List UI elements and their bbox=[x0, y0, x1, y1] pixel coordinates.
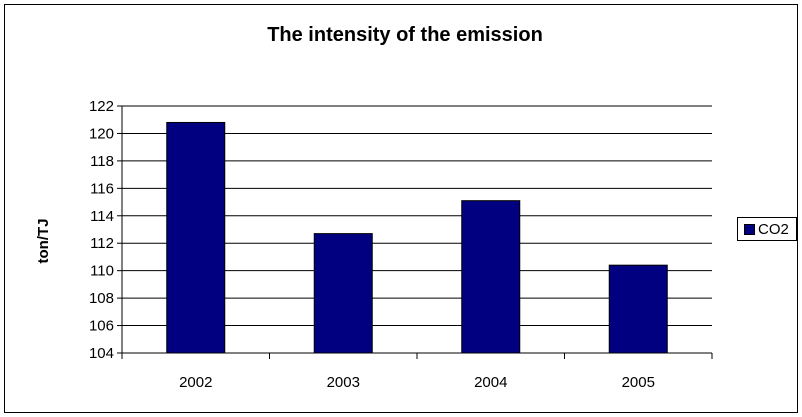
x-tick-label: 2004 bbox=[474, 374, 507, 391]
chart-title: The intensity of the emission bbox=[267, 24, 543, 46]
x-tick-label: 2002 bbox=[179, 374, 212, 391]
y-tick-label: 106 bbox=[89, 318, 114, 335]
legend: CO2 bbox=[737, 217, 797, 241]
y-tick-label: 104 bbox=[89, 345, 114, 362]
x-tick-label: 2003 bbox=[327, 374, 360, 391]
bar-2002 bbox=[166, 121, 226, 354]
y-tick-label: 122 bbox=[89, 98, 114, 115]
y-tick-label: 118 bbox=[90, 153, 114, 170]
tick-labels: 104 106 108 110 112 114 116 118 120 122 2002 2003 20… bbox=[89, 98, 655, 391]
y-tick-label: 120 bbox=[89, 125, 114, 142]
x-tick-label: 2005 bbox=[622, 374, 655, 391]
bar-2003 bbox=[313, 233, 373, 354]
y-tick-label: 110 bbox=[90, 263, 114, 280]
y-tick-label: 108 bbox=[89, 290, 114, 307]
bar-2004 bbox=[461, 200, 521, 354]
legend-swatch-co2 bbox=[744, 223, 755, 235]
bars bbox=[166, 121, 668, 354]
y-tick-label: 114 bbox=[90, 208, 114, 225]
y-axis-title: ton/TJ bbox=[35, 219, 52, 264]
y-tick-label: 116 bbox=[90, 180, 114, 197]
legend-label-co2: CO2 bbox=[758, 220, 789, 238]
axes bbox=[117, 105, 713, 359]
bar-2005 bbox=[608, 264, 668, 354]
y-tick-label: 112 bbox=[90, 235, 114, 252]
